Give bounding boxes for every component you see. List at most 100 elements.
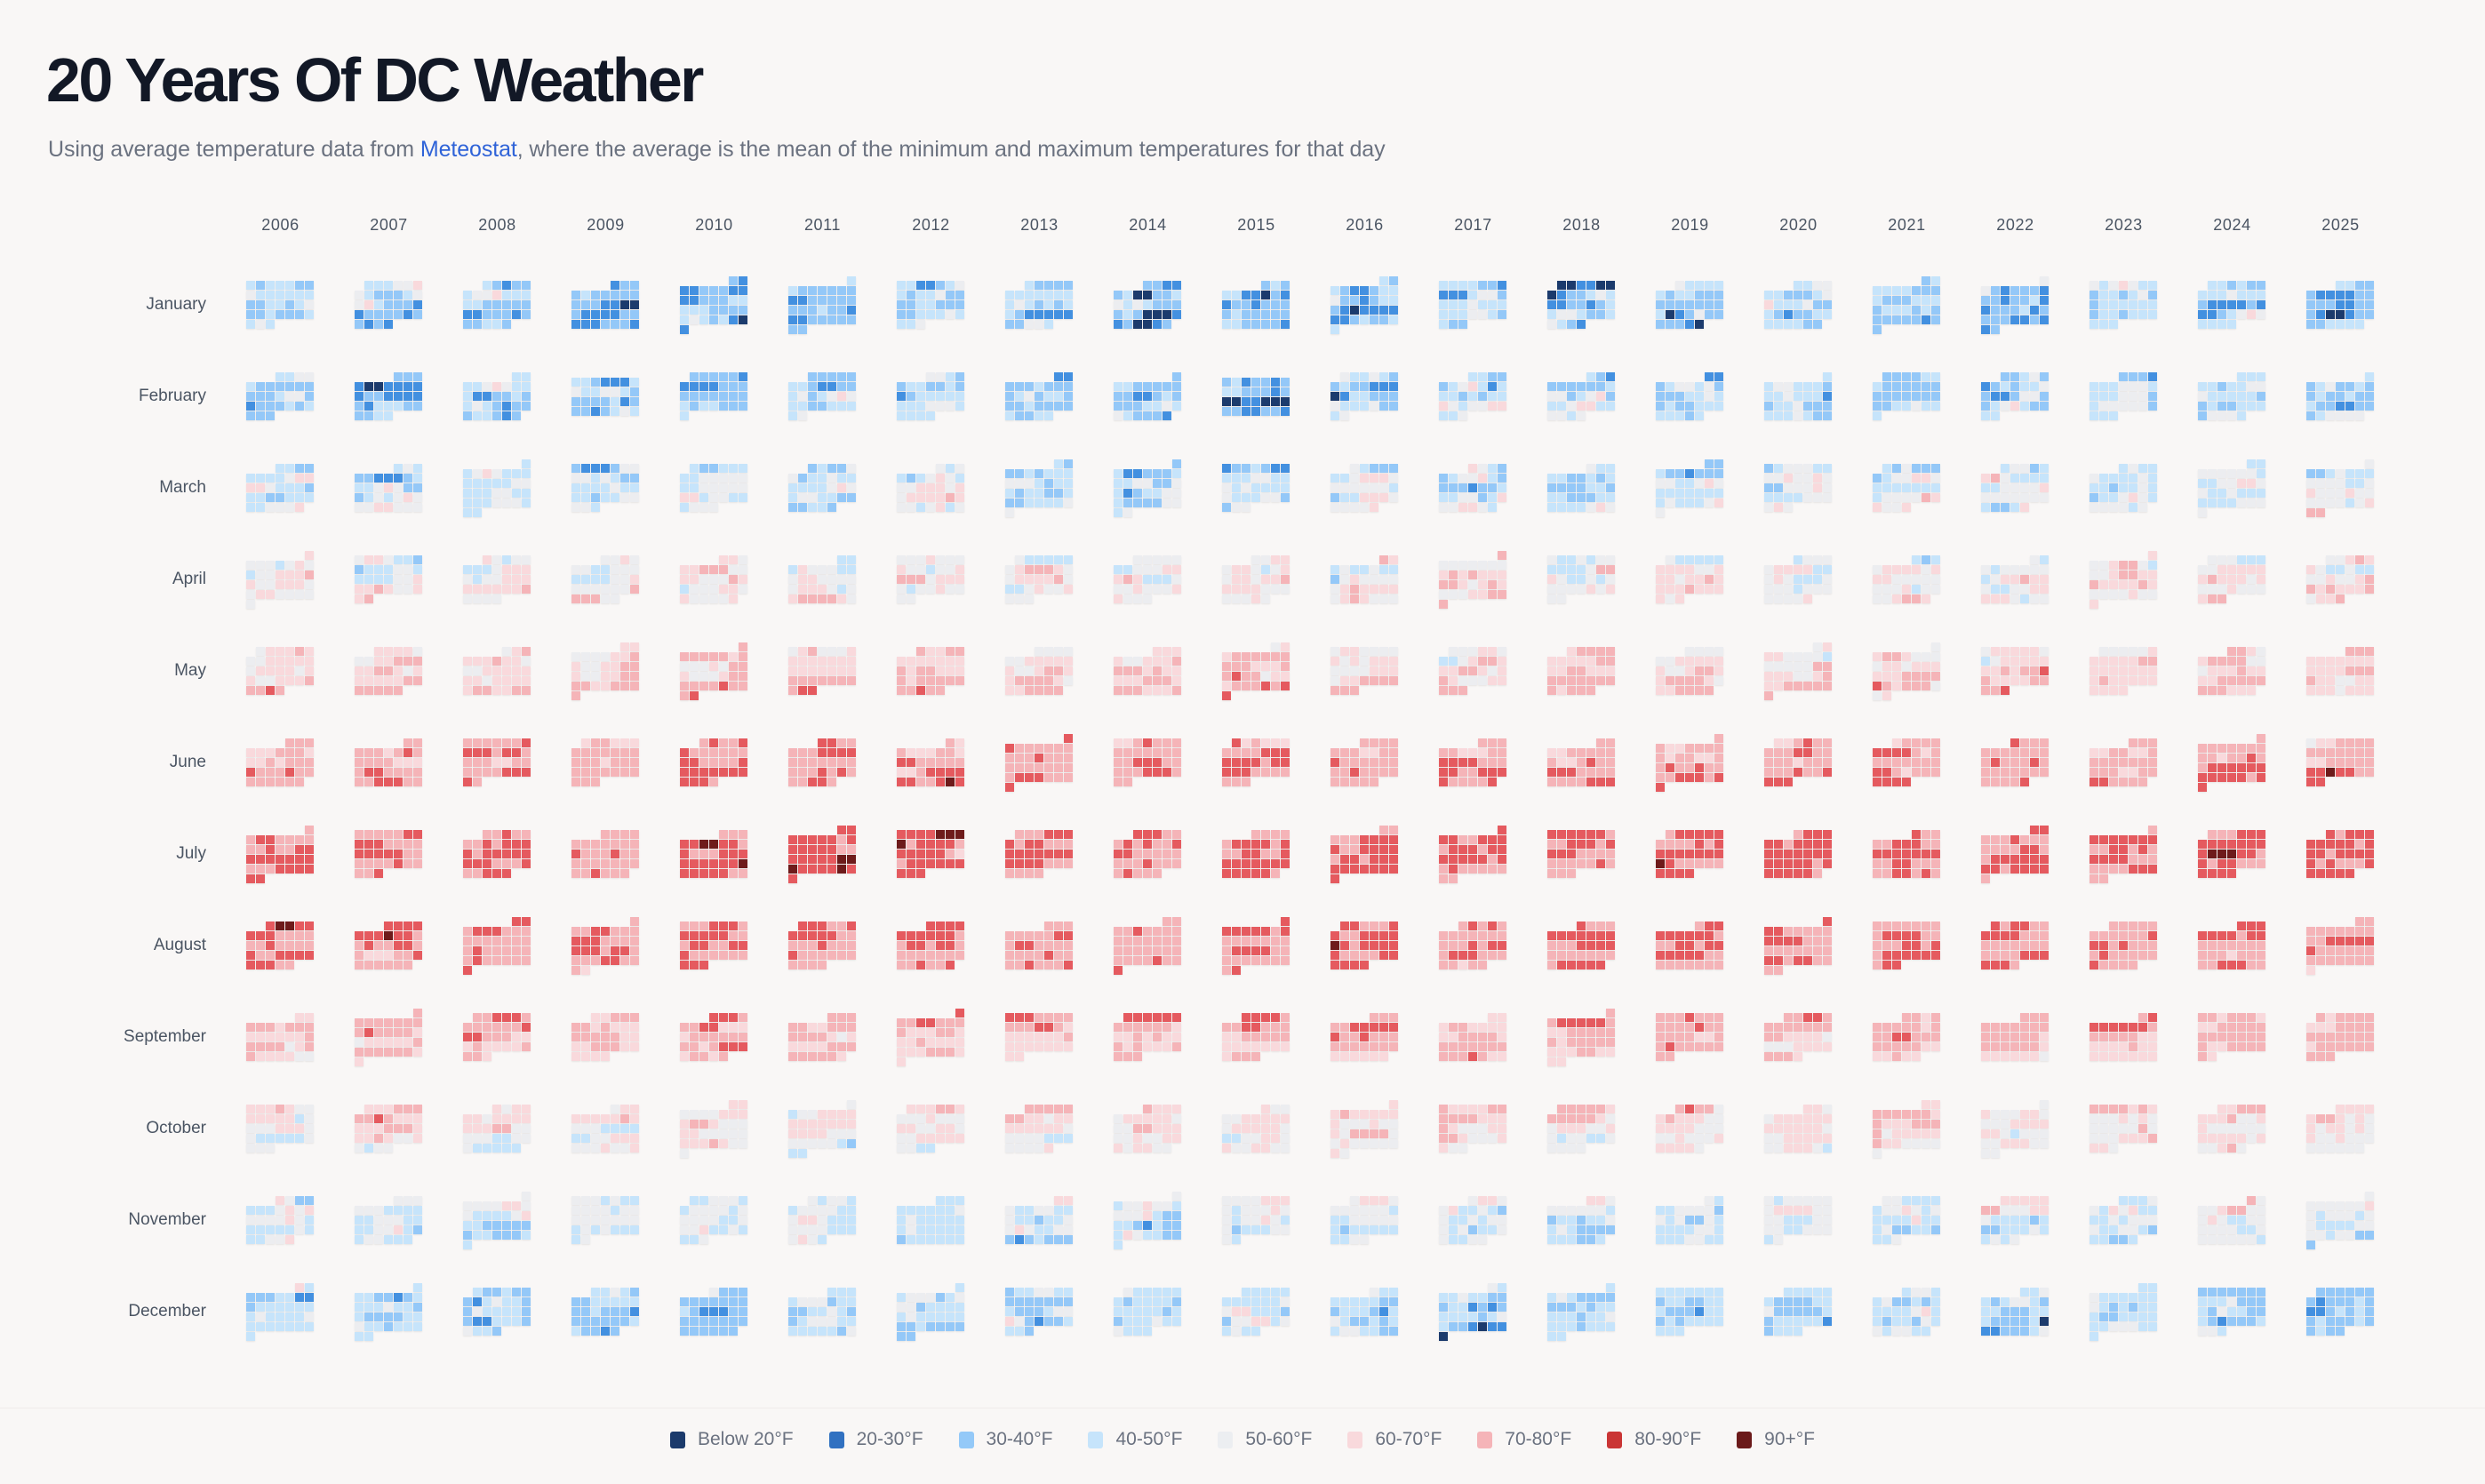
day-cell[interactable] — [1222, 1225, 1231, 1234]
day-cell[interactable] — [611, 1023, 619, 1032]
day-cell[interactable] — [522, 850, 531, 858]
day-cell[interactable] — [1281, 1307, 1290, 1316]
day-cell[interactable] — [798, 1216, 807, 1225]
day-cell[interactable] — [1015, 859, 1024, 868]
day-cell[interactable] — [1557, 686, 1566, 695]
day-cell[interactable] — [1271, 310, 1280, 319]
day-cell[interactable] — [1458, 382, 1467, 391]
day-cell[interactable] — [916, 411, 925, 420]
day-cell[interactable] — [739, 1216, 747, 1225]
day-cell[interactable] — [1133, 956, 1142, 965]
day-cell[interactable] — [256, 561, 265, 570]
day-cell[interactable] — [1261, 738, 1270, 747]
day-cell[interactable] — [1547, 840, 1556, 849]
day-cell[interactable] — [276, 310, 284, 319]
day-cell[interactable] — [1488, 647, 1497, 656]
day-cell[interactable] — [581, 585, 590, 594]
day-cell[interactable] — [1271, 1105, 1280, 1113]
day-cell[interactable] — [246, 835, 255, 844]
day-cell[interactable] — [1567, 859, 1576, 868]
day-cell[interactable] — [1143, 402, 1152, 411]
day-cell[interactable] — [1143, 1297, 1152, 1306]
day-cell[interactable] — [266, 647, 275, 656]
day-cell[interactable] — [502, 1114, 511, 1123]
day-cell[interactable] — [1439, 686, 1448, 695]
day-cell[interactable] — [1488, 941, 1497, 950]
day-cell[interactable] — [266, 676, 275, 685]
day-cell[interactable] — [1242, 483, 1250, 492]
day-cell[interactable] — [1251, 956, 1260, 965]
day-cell[interactable] — [1350, 778, 1359, 786]
day-cell[interactable] — [1370, 1297, 1378, 1306]
day-cell[interactable] — [1488, 1033, 1497, 1041]
day-cell[interactable] — [1488, 666, 1497, 675]
day-cell[interactable] — [1044, 922, 1053, 930]
day-cell[interactable] — [256, 310, 265, 319]
day-cell[interactable] — [788, 1023, 797, 1032]
day-cell[interactable] — [907, 503, 915, 512]
day-cell[interactable] — [266, 961, 275, 969]
day-cell[interactable] — [1458, 1052, 1467, 1061]
day-cell[interactable] — [1379, 483, 1388, 492]
day-cell[interactable] — [630, 291, 639, 299]
day-cell[interactable] — [699, 315, 708, 324]
day-cell[interactable] — [1242, 1327, 1250, 1336]
day-cell[interactable] — [847, 826, 856, 834]
day-cell[interactable] — [1439, 300, 1448, 309]
day-cell[interactable] — [1222, 310, 1231, 319]
day-cell[interactable] — [719, 1023, 728, 1032]
day-cell[interactable] — [1044, 585, 1053, 594]
day-cell[interactable] — [788, 1235, 797, 1244]
day-cell[interactable] — [394, 748, 403, 757]
day-cell[interactable] — [709, 951, 718, 960]
day-cell[interactable] — [1232, 378, 1241, 387]
day-cell[interactable] — [1458, 676, 1467, 685]
day-cell[interactable] — [492, 555, 501, 564]
day-cell[interactable] — [1133, 594, 1142, 603]
day-cell[interactable] — [1025, 931, 1034, 940]
day-cell[interactable] — [413, 1134, 422, 1143]
day-cell[interactable] — [1123, 956, 1132, 965]
day-cell[interactable] — [1498, 580, 1506, 589]
day-cell[interactable] — [1449, 1235, 1458, 1244]
day-cell[interactable] — [1123, 382, 1132, 391]
day-cell[interactable] — [305, 1293, 314, 1302]
day-cell[interactable] — [739, 1023, 747, 1032]
day-cell[interactable] — [897, 859, 906, 868]
day-cell[interactable] — [709, 1317, 718, 1326]
day-cell[interactable] — [246, 778, 255, 786]
day-cell[interactable] — [788, 1307, 797, 1316]
day-cell[interactable] — [1606, 1134, 1615, 1143]
day-cell[interactable] — [1458, 493, 1467, 502]
day-cell[interactable] — [1064, 479, 1073, 488]
day-cell[interactable] — [719, 483, 728, 492]
day-cell[interactable] — [1586, 372, 1595, 381]
day-cell[interactable] — [1606, 647, 1615, 656]
day-cell[interactable] — [1439, 281, 1448, 290]
day-cell[interactable] — [492, 1033, 501, 1041]
day-cell[interactable] — [1606, 1225, 1615, 1234]
day-cell[interactable] — [916, 310, 925, 319]
day-cell[interactable] — [1360, 951, 1369, 960]
day-cell[interactable] — [1666, 411, 1674, 420]
day-cell[interactable] — [1379, 676, 1388, 685]
day-cell[interactable] — [620, 1225, 629, 1234]
day-cell[interactable] — [739, 474, 747, 483]
day-cell[interactable] — [473, 758, 482, 767]
day-cell[interactable] — [394, 1293, 403, 1302]
day-cell[interactable] — [1586, 922, 1595, 930]
day-cell[interactable] — [1163, 1201, 1171, 1210]
day-cell[interactable] — [690, 1033, 699, 1041]
day-cell[interactable] — [936, 931, 945, 940]
day-cell[interactable] — [483, 657, 491, 666]
day-cell[interactable] — [374, 483, 383, 492]
day-cell[interactable] — [837, 1052, 846, 1061]
day-cell[interactable] — [1143, 479, 1152, 488]
day-cell[interactable] — [1232, 464, 1241, 473]
day-cell[interactable] — [827, 922, 836, 930]
day-cell[interactable] — [492, 1134, 501, 1143]
day-cell[interactable] — [916, 402, 925, 411]
day-cell[interactable] — [729, 672, 738, 681]
day-cell[interactable] — [355, 1057, 364, 1066]
day-cell[interactable] — [581, 503, 590, 512]
